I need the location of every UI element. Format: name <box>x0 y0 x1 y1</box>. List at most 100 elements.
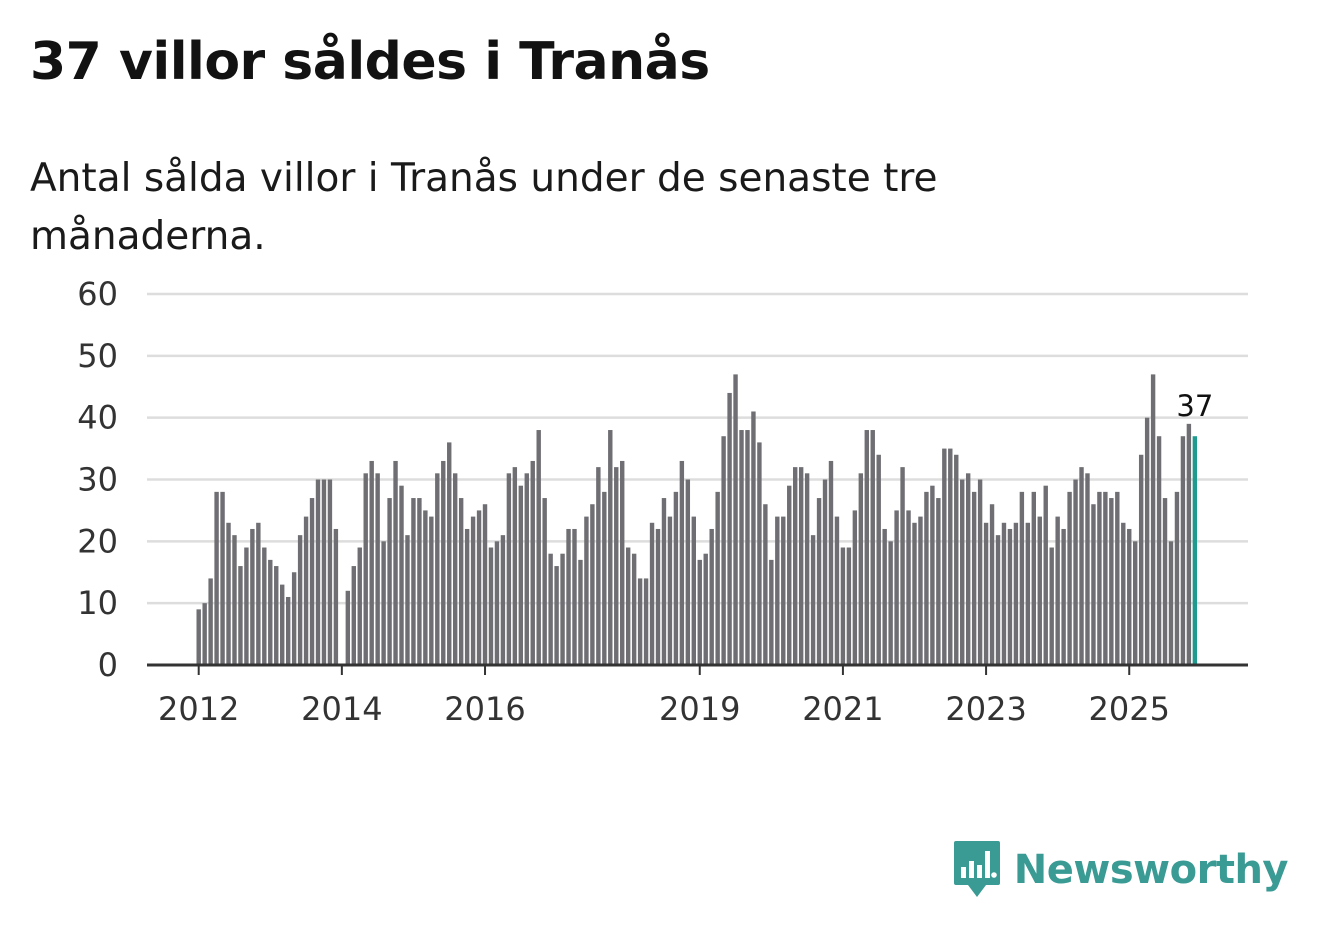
bar <box>554 566 559 665</box>
bar <box>315 479 321 665</box>
bar <box>291 572 297 665</box>
bar <box>566 528 571 665</box>
bar <box>423 510 428 665</box>
bar <box>262 547 267 665</box>
bar <box>625 547 631 665</box>
bar <box>1168 541 1174 665</box>
bar <box>506 473 512 665</box>
bar <box>679 460 685 665</box>
bar <box>667 516 673 665</box>
bar <box>488 547 494 665</box>
bar <box>536 430 541 665</box>
bar <box>882 528 887 665</box>
bar <box>458 498 464 665</box>
chart-title: 37 villor såldes i Tranås <box>30 32 710 92</box>
bar <box>572 528 577 665</box>
bar <box>578 559 583 665</box>
bar <box>989 504 995 665</box>
bar <box>757 442 762 665</box>
bar <box>590 504 595 665</box>
bar <box>1001 522 1007 665</box>
x-tick-label-2016: 2016 <box>444 690 525 728</box>
bar <box>924 491 929 665</box>
bar <box>560 553 565 665</box>
bar <box>739 430 744 665</box>
bar <box>548 553 553 665</box>
bar <box>888 541 893 665</box>
bar <box>1019 491 1025 665</box>
bar <box>930 485 935 665</box>
bar <box>1103 491 1108 665</box>
bar <box>596 467 601 665</box>
x-tick-label-2014: 2014 <box>301 690 382 728</box>
x-tick-label-2021: 2021 <box>802 690 883 728</box>
bar <box>1138 454 1144 665</box>
bar <box>840 547 846 665</box>
bar <box>649 522 655 665</box>
bar <box>876 454 881 665</box>
bar <box>369 460 374 665</box>
bar <box>393 460 398 665</box>
y-tick-label-40: 40 <box>77 399 118 437</box>
bar <box>441 460 446 665</box>
labels: 0 10 20 30 40 50 60 2012 2014 2016 2019 2021 2023 202… <box>77 275 1213 728</box>
bar <box>1031 491 1036 665</box>
x-tick-label-2025: 2025 <box>1089 690 1170 728</box>
bar <box>1097 491 1102 665</box>
bar-latest <box>1192 436 1198 665</box>
bar <box>411 498 416 665</box>
bar <box>1115 491 1120 665</box>
bar <box>661 498 667 665</box>
bar <box>960 479 965 665</box>
bar <box>375 473 380 665</box>
bar <box>452 473 458 665</box>
bar <box>250 528 255 665</box>
bar <box>685 479 691 665</box>
bar <box>971 491 977 665</box>
bar <box>1150 374 1156 665</box>
bar <box>775 516 780 665</box>
bar <box>1007 528 1013 665</box>
bar <box>936 498 941 665</box>
bar <box>637 578 643 665</box>
latest-value-label: 37 <box>1176 389 1213 423</box>
bar <box>614 467 619 665</box>
bar <box>476 510 482 665</box>
bar <box>470 516 476 665</box>
bar <box>405 535 410 665</box>
bar <box>697 559 702 665</box>
bar <box>500 535 506 665</box>
bar <box>727 392 732 665</box>
bar <box>1055 516 1060 665</box>
bar <box>357 547 362 665</box>
bar <box>715 491 720 665</box>
bar <box>781 516 786 665</box>
bar <box>530 460 535 665</box>
bars <box>196 374 1198 665</box>
bar <box>948 448 953 665</box>
bar <box>1127 528 1132 665</box>
bar <box>977 479 983 665</box>
y-tick-label-60: 60 <box>77 275 118 313</box>
bar <box>214 491 219 665</box>
newsworthy-logo: Newsworthy <box>952 839 1289 901</box>
bar <box>363 473 368 665</box>
bar <box>709 528 714 665</box>
x-tick-label-2019: 2019 <box>659 690 740 728</box>
newsworthy-logo-icon <box>953 841 1000 897</box>
bar <box>280 584 285 665</box>
bar <box>858 473 864 665</box>
x-tick-label-2023: 2023 <box>945 690 1026 728</box>
bar <box>620 460 625 665</box>
bar <box>447 442 452 665</box>
bar <box>1085 473 1090 665</box>
bar <box>274 566 279 665</box>
bar <box>238 566 243 665</box>
bar <box>256 522 261 665</box>
bar <box>1121 522 1126 665</box>
bar <box>351 566 356 665</box>
bar <box>912 522 917 665</box>
chart-subtitle: Antal sålda villor i Tranås under de sen… <box>30 156 938 259</box>
bar <box>822 479 828 665</box>
bar <box>518 485 524 665</box>
